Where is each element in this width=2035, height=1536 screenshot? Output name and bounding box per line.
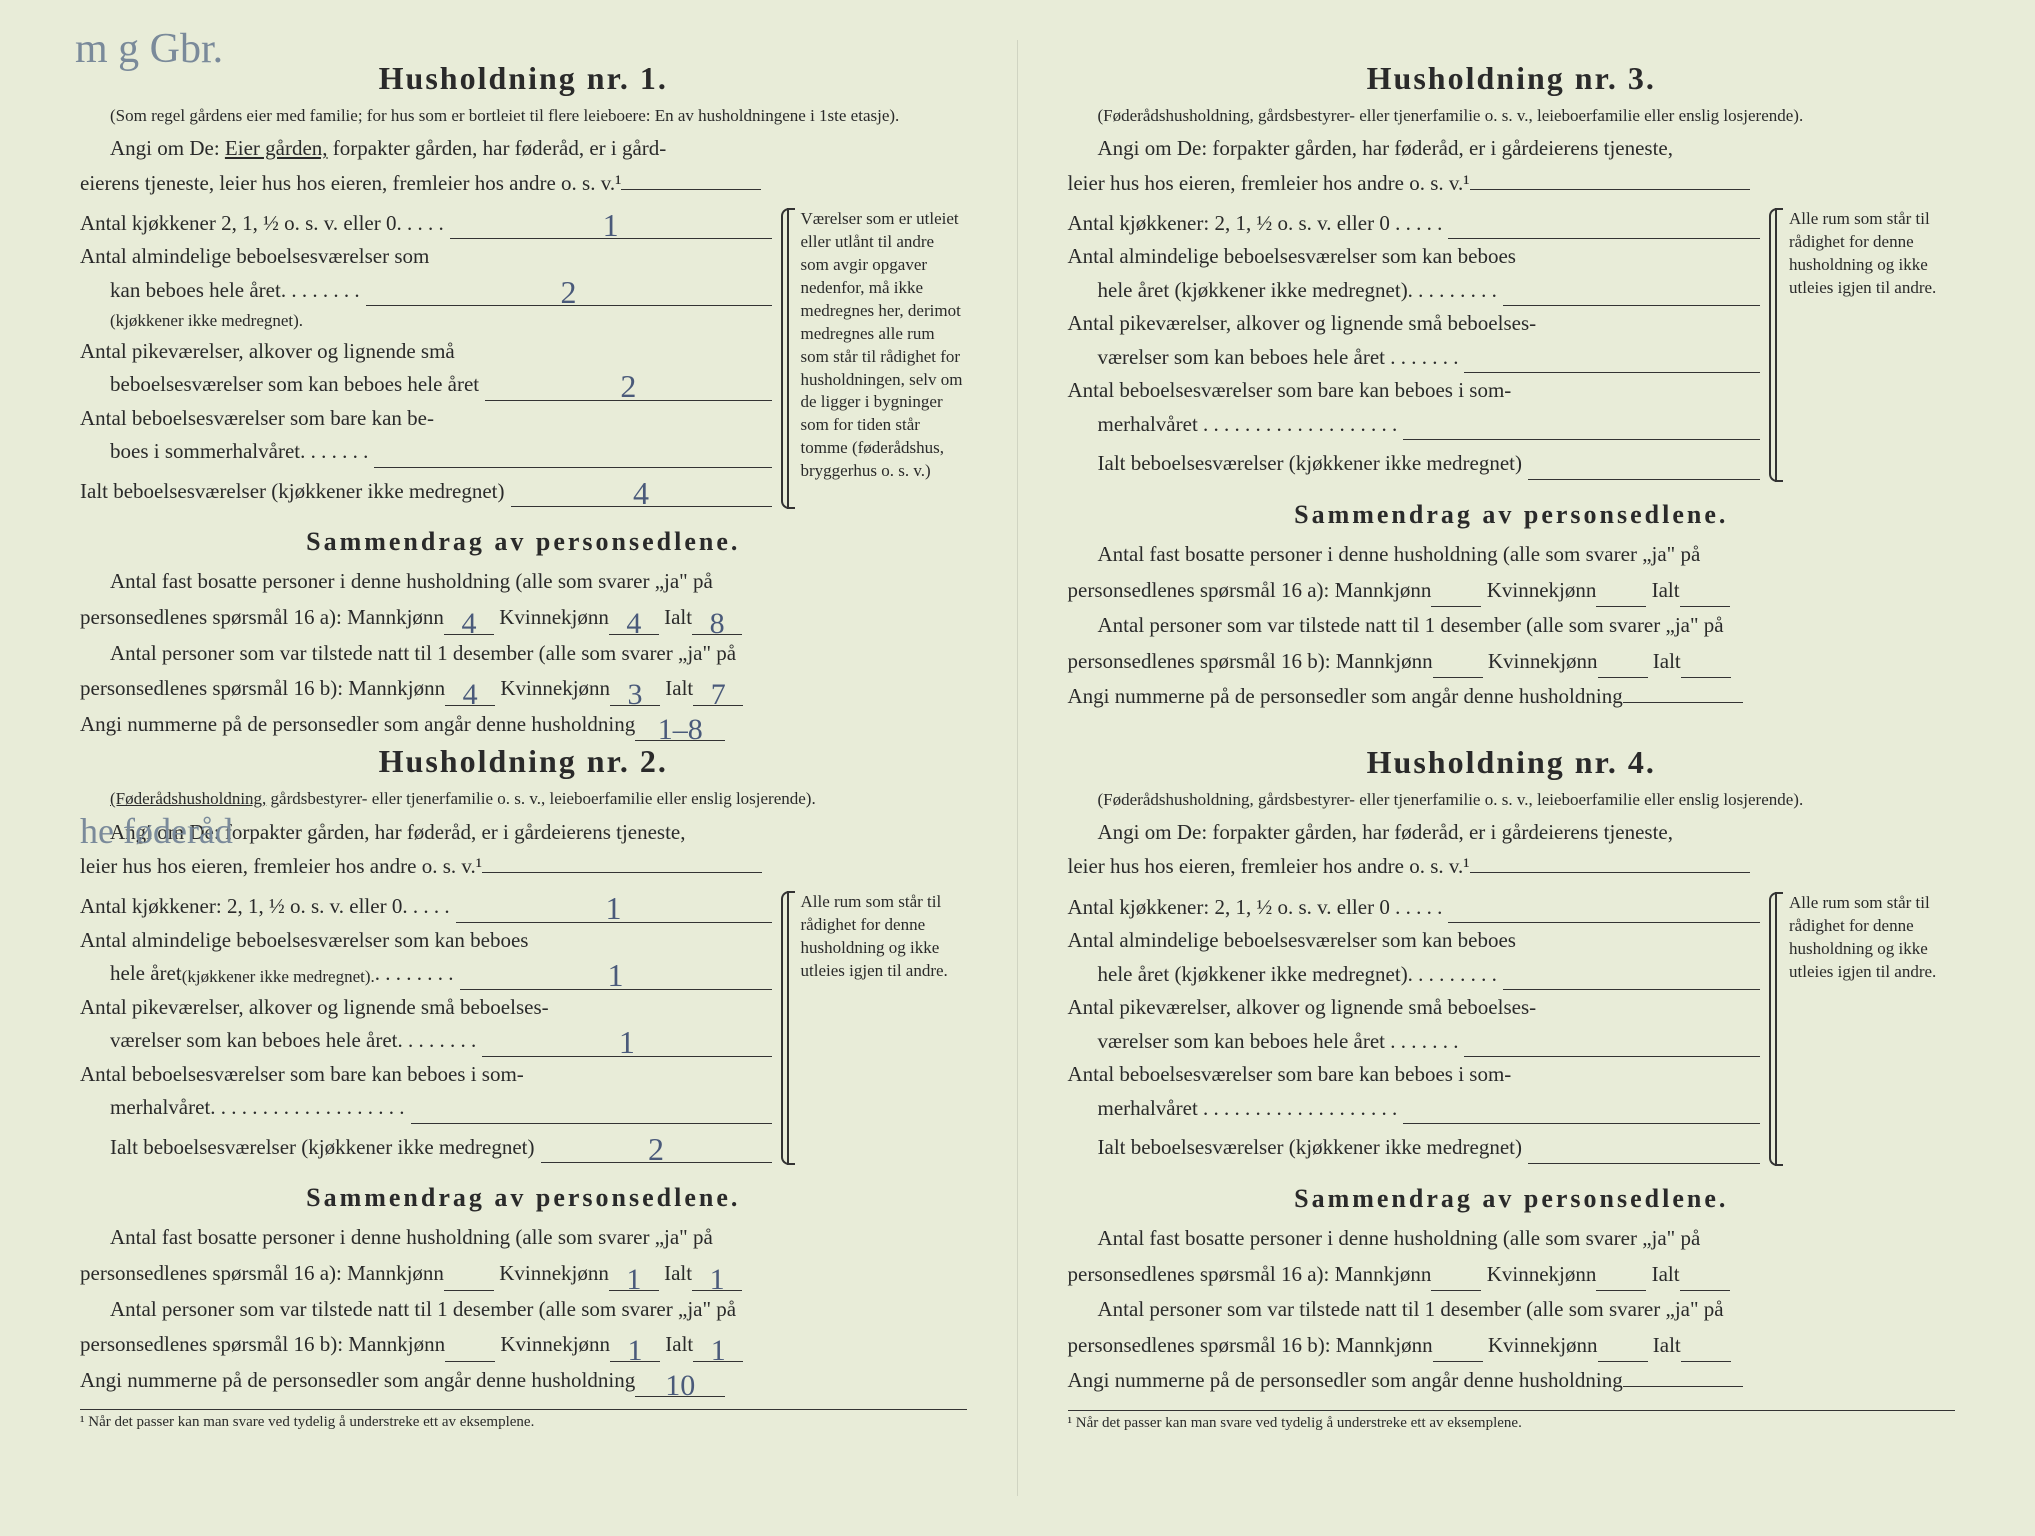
handwriting-top: m g Gbr. [75, 25, 223, 73]
h1-sammendrag-title: Sammendrag av personsedlene. [80, 527, 967, 557]
h1-sidenote: Værelser som er utleiet eller utlånt til… [787, 208, 967, 510]
left-page: m g Gbr. Husholdning nr. 1. (Som regel g… [30, 40, 1018, 1496]
h1-angi2: eierens tjeneste, leier hus hos eieren, … [80, 168, 967, 198]
h2-sidenote: Alle rum som står til rådighet for denne… [787, 891, 967, 1165]
h4-title: Husholdning nr. 4. [1068, 744, 1956, 781]
h3-form: Antal kjøkkener: 2, 1, ½ o. s. v. eller … [1068, 208, 1956, 482]
right-page: Husholdning nr. 3. (Føderådshusholdning,… [1018, 40, 2006, 1496]
footnote-left: ¹ Når det passer kan man svare ved tydel… [80, 1409, 967, 1431]
h2-note: (Føderådshusholdning, gårdsbestyrer- ell… [80, 788, 967, 810]
handwriting-mid: he føderåd [80, 810, 233, 852]
h1-form: Antal kjøkkener 2, 1, ½ o. s. v. eller 0… [80, 208, 967, 510]
h2-form: Antal kjøkkener: 2, 1, ½ o. s. v. eller … [80, 891, 967, 1165]
h1-note: (Som regel gårdens eier med familie; for… [80, 105, 967, 127]
h1-angi: Angi om De: Eier gården, forpakter gårde… [80, 133, 967, 163]
h3-title: Husholdning nr. 3. [1068, 60, 1956, 97]
h4-form: Antal kjøkkener: 2, 1, ½ o. s. v. eller … [1068, 892, 1956, 1166]
footnote-right: ¹ Når det passer kan man svare ved tydel… [1068, 1410, 1956, 1432]
h2-title: Husholdning nr. 2. [80, 743, 967, 780]
